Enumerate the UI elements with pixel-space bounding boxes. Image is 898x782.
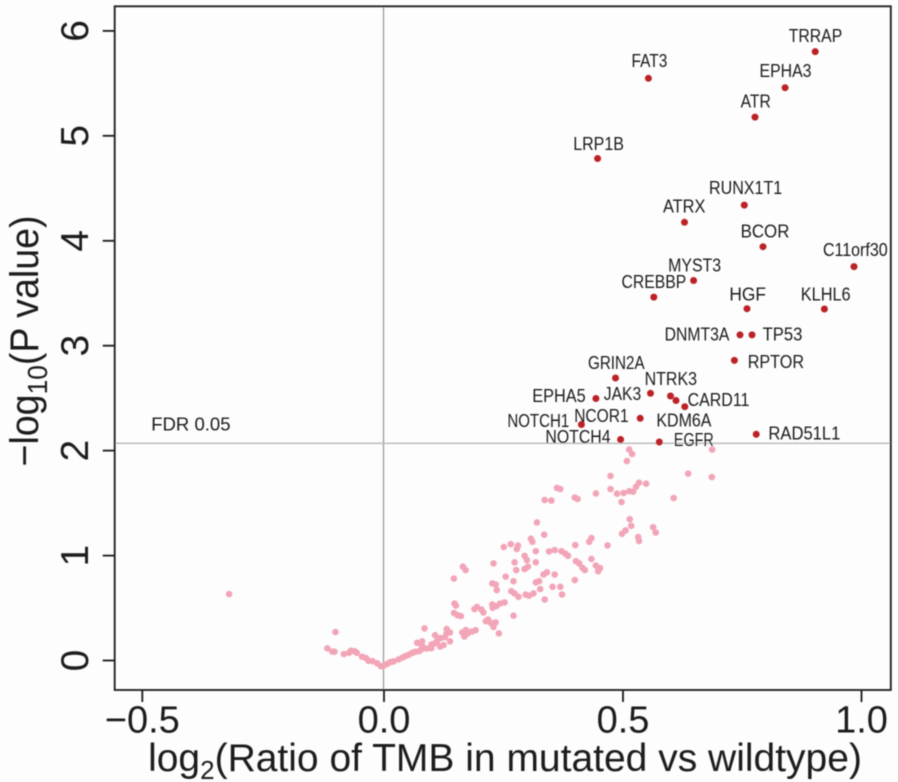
- svg-text:1.0: 1.0: [835, 700, 888, 742]
- svg-text:4: 4: [54, 230, 97, 252]
- svg-text:log2(Ratio of TMB in mutated v: log2(Ratio of TMB in mutated vs wildtype…: [148, 737, 862, 782]
- svg-text:6: 6: [54, 20, 97, 42]
- svg-text:KLHL6: KLHL6: [801, 285, 851, 305]
- svg-text:5: 5: [54, 125, 97, 147]
- svg-text:EGFR: EGFR: [674, 430, 714, 450]
- svg-text:FDR 0.05: FDR 0.05: [151, 415, 230, 435]
- svg-text:ATRX: ATRX: [663, 197, 706, 217]
- svg-text:RPTOR: RPTOR: [748, 352, 804, 372]
- svg-text:NCOR1: NCOR1: [574, 406, 628, 426]
- svg-text:−0.5: −0.5: [105, 700, 180, 742]
- svg-text:RUNX1T1: RUNX1T1: [709, 178, 782, 198]
- svg-text:HGF: HGF: [729, 285, 766, 305]
- svg-text:0.5: 0.5: [597, 700, 650, 742]
- svg-text:EPHA5: EPHA5: [532, 386, 585, 406]
- svg-text:3: 3: [54, 335, 97, 357]
- svg-text:TRRAP: TRRAP: [789, 26, 843, 46]
- svg-text:2: 2: [54, 440, 97, 462]
- svg-text:−log10(P value): −log10(P value): [3, 216, 53, 467]
- svg-text:NOTCH4: NOTCH4: [545, 427, 610, 447]
- svg-text:CREBBP: CREBBP: [622, 272, 687, 292]
- svg-text:EPHA3: EPHA3: [760, 61, 812, 81]
- svg-text:0: 0: [54, 650, 97, 672]
- svg-text:GRIN2A: GRIN2A: [588, 353, 645, 373]
- svg-text:KDM6A: KDM6A: [656, 411, 711, 431]
- svg-text:FAT3: FAT3: [632, 51, 668, 71]
- svg-text:NTRK3: NTRK3: [645, 369, 697, 389]
- svg-text:MYST3: MYST3: [668, 256, 721, 276]
- svg-text:JAK3: JAK3: [604, 384, 641, 404]
- svg-text:CARD11: CARD11: [688, 390, 750, 410]
- svg-text:ATR: ATR: [741, 92, 771, 112]
- svg-text:DNMT3A: DNMT3A: [665, 325, 730, 345]
- svg-text:NOTCH1: NOTCH1: [507, 411, 569, 431]
- svg-text:TP53: TP53: [763, 325, 803, 345]
- svg-text:0.0: 0.0: [358, 700, 411, 742]
- svg-text:RAD51L1: RAD51L1: [768, 424, 840, 444]
- svg-text:1: 1: [54, 545, 97, 567]
- svg-text:BCOR: BCOR: [741, 222, 790, 242]
- svg-text:C11orf30: C11orf30: [823, 240, 888, 260]
- svg-text:LRP1B: LRP1B: [573, 134, 624, 154]
